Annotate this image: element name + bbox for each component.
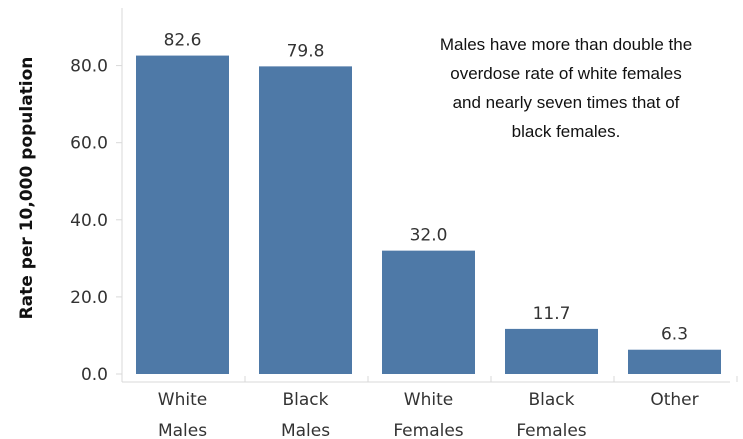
- annotation-line: Males have more than double the: [440, 35, 692, 54]
- annotation-line: and nearly seven times that of: [453, 93, 680, 112]
- y-tick-label: 80.0: [70, 57, 108, 77]
- x-category-label: Females: [393, 421, 463, 439]
- annotation: Males have more than double the overdose …: [440, 35, 692, 141]
- bars: 82.6 79.8 32.0 11.7 6.3: [136, 31, 721, 375]
- y-axis: 0.0 20.0 40.0 60.0 80.0: [70, 8, 123, 385]
- bar[interactable]: [259, 66, 352, 374]
- bar-value-label: 79.8: [287, 41, 325, 61]
- y-tick-label: 60.0: [70, 134, 108, 154]
- x-category-label: White: [158, 390, 207, 410]
- bar[interactable]: [628, 349, 721, 374]
- bar-value-label: 11.7: [533, 304, 571, 324]
- x-category-label: Females: [516, 421, 586, 439]
- x-category-label: Other: [650, 390, 698, 410]
- x-category-label: Males: [281, 421, 330, 439]
- bar-value-label: 82.6: [164, 31, 202, 51]
- bar[interactable]: [382, 250, 475, 374]
- annotation-line: overdose rate of white females: [450, 64, 682, 83]
- bar[interactable]: [136, 55, 229, 375]
- annotation-line: black females.: [512, 122, 621, 141]
- y-tick-label: 20.0: [70, 288, 108, 308]
- bar-value-label: 32.0: [410, 226, 448, 246]
- y-tick-label: 0.0: [81, 365, 108, 385]
- bar-value-label: 6.3: [661, 325, 688, 345]
- x-category-label: Black: [283, 390, 329, 410]
- x-axis: White Males Black Males White Females Black Fem…: [121, 376, 738, 439]
- x-category-label: Black: [529, 390, 575, 410]
- y-tick-label: 40.0: [70, 211, 108, 231]
- x-category-label: White: [404, 390, 453, 410]
- bar[interactable]: [505, 328, 598, 374]
- y-axis-title: Rate per 10,000 population: [17, 57, 37, 320]
- x-category-label: Males: [158, 421, 207, 439]
